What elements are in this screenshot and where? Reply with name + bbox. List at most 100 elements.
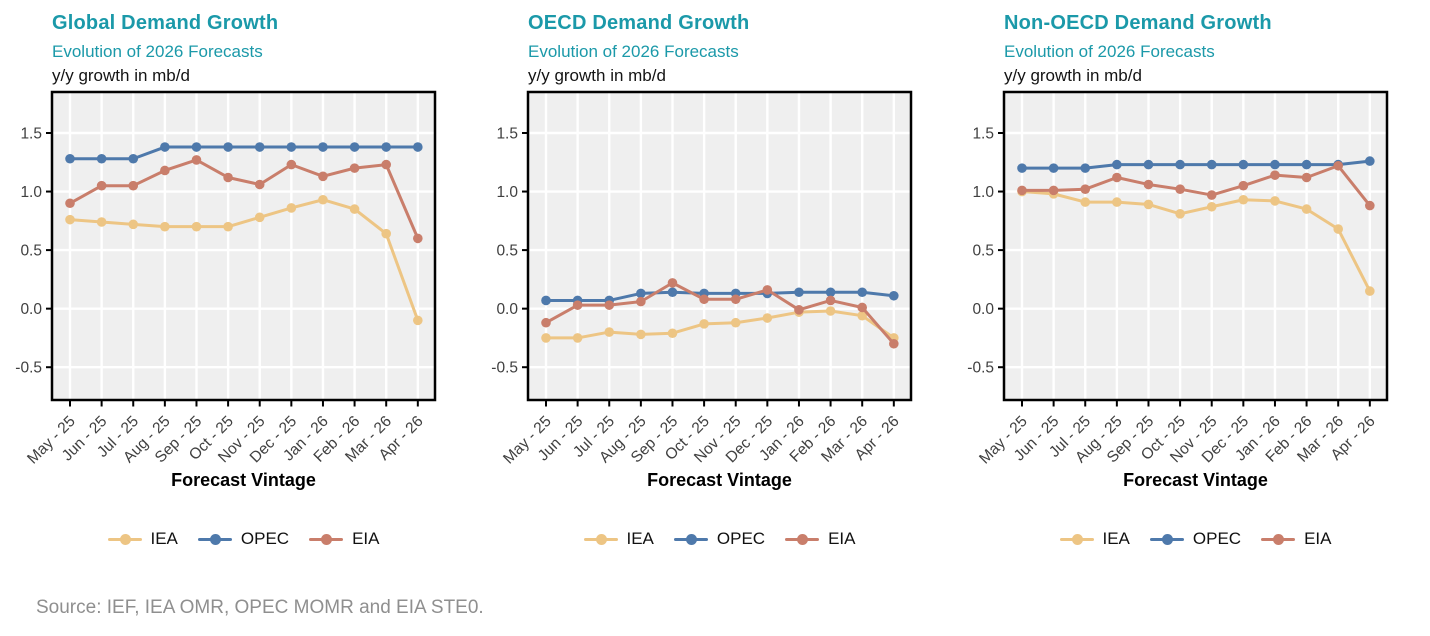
data-point-iea — [1080, 197, 1091, 207]
y-tick-label: 1.0 — [972, 184, 994, 201]
data-point-opec — [1365, 156, 1375, 166]
data-point-iea — [1112, 197, 1122, 207]
data-point-opec — [286, 142, 297, 152]
series-eia — [541, 278, 899, 349]
data-point-iea — [254, 212, 265, 223]
data-point-iea — [1175, 208, 1185, 219]
data-point-eia — [128, 180, 139, 191]
data-point-eia — [762, 285, 773, 295]
y-tick-label: -0.5 — [15, 360, 42, 377]
data-point-iea — [1365, 286, 1375, 296]
series-eia — [65, 155, 423, 244]
chart-header: OECD Demand Growth Evolution of 2026 For… — [476, 12, 952, 86]
chart-non-oecd-demand-growth: Non-OECD Demand Growth Evolution of 2026… — [952, 10, 1428, 549]
charts-row: Global Demand Growth Evolution of 2026 F… — [0, 10, 1430, 549]
data-point-iea — [730, 317, 741, 328]
data-point-eia — [889, 338, 899, 349]
data-point-eia — [381, 159, 392, 170]
data-point-opec — [191, 142, 202, 152]
data-point-eia — [636, 296, 646, 307]
legend-item-eia: EIA — [1261, 529, 1332, 549]
legend-swatch-eia-icon — [309, 533, 344, 545]
data-point-iea — [1143, 199, 1154, 210]
source-note: Source: IEF, IEA OMR, OPEC MOMR and EIA … — [36, 597, 484, 618]
data-point-eia — [1238, 180, 1249, 191]
panel-border — [1002, 90, 1389, 402]
data-point-eia — [1112, 172, 1122, 183]
data-point-opec — [636, 288, 646, 299]
legend-item-iea: IEA — [107, 529, 178, 549]
series-line-eia — [1022, 164, 1371, 207]
data-point-iea — [223, 221, 233, 232]
data-point-iea — [604, 327, 615, 337]
y-axis: -0.5 0.0 0.5 1.0 1.5 — [967, 125, 1004, 377]
data-point-opec — [857, 287, 867, 298]
legend-swatch-opec-icon — [1149, 533, 1184, 545]
data-point-eia — [1270, 170, 1280, 180]
data-point-iea — [1301, 204, 1312, 214]
data-point-opec — [794, 287, 804, 298]
panel-border — [50, 90, 437, 402]
data-point-opec — [349, 142, 360, 152]
chart-oecd-demand-growth: OECD Demand Growth Evolution of 2026 For… — [476, 10, 952, 549]
y-tick-label: 1.5 — [972, 125, 994, 142]
chart-subtitle: Evolution of 2026 Forecasts — [528, 42, 739, 61]
legend-label: EIA — [828, 529, 856, 548]
data-point-opec — [223, 142, 233, 152]
data-point-iea — [636, 329, 646, 340]
data-point-eia — [825, 295, 836, 306]
y-axis-unit-label: y/y growth in mb/d — [1004, 66, 1142, 85]
series-iea — [541, 306, 899, 343]
x-axis-title: Forecast Vintage — [647, 470, 792, 490]
data-point-opec — [667, 287, 678, 298]
y-tick-label: 0.0 — [972, 301, 994, 318]
data-point-opec — [1048, 163, 1059, 173]
data-point-eia — [1143, 179, 1154, 190]
series-opec — [541, 287, 899, 306]
data-point-opec — [541, 295, 551, 306]
series-iea — [1017, 186, 1375, 296]
data-point-eia — [541, 317, 551, 328]
data-point-opec — [96, 153, 107, 164]
data-point-opec — [1301, 159, 1312, 170]
data-point-eia — [1048, 185, 1059, 196]
data-point-iea — [1206, 201, 1217, 212]
data-point-opec — [1206, 159, 1217, 170]
y-axis-unit-label: y/y growth in mb/d — [52, 66, 190, 85]
data-point-iea — [381, 228, 392, 239]
data-point-eia — [699, 294, 709, 305]
legend-label: OPEC — [240, 529, 290, 548]
legend-swatch-iea-icon — [107, 533, 142, 545]
data-point-iea — [667, 328, 678, 339]
chart-subtitle: Evolution of 2026 Forecasts — [52, 42, 263, 61]
data-point-eia — [667, 278, 678, 288]
data-point-opec — [889, 290, 899, 301]
data-point-eia — [794, 305, 804, 315]
legend-swatch-opec-icon — [673, 533, 708, 545]
data-point-eia — [604, 300, 615, 310]
legend-label: OPEC — [716, 529, 766, 548]
data-point-eia — [286, 159, 297, 170]
legend-label: IEA — [150, 529, 178, 548]
legend-item-opec: OPEC — [1149, 529, 1242, 549]
chart-title: Non-OECD Demand Growth — [1004, 12, 1272, 34]
y-tick-label: 1.0 — [496, 184, 518, 201]
data-point-opec — [825, 287, 836, 298]
panel-background — [528, 92, 911, 400]
legend-item-iea: IEA — [1059, 529, 1130, 549]
series-line-iea — [69, 198, 420, 321]
chart-title: Global Demand Growth — [52, 12, 279, 34]
legend: IEA OPEC EIA — [52, 529, 435, 549]
y-axis-unit-label: y/y growth in mb/d — [528, 66, 666, 85]
data-point-iea — [699, 319, 709, 329]
data-point-iea — [1333, 224, 1343, 234]
panel-border — [526, 90, 913, 402]
data-point-eia — [318, 171, 328, 182]
data-point-eia — [191, 155, 202, 165]
data-point-opec — [381, 142, 392, 152]
legend-label: OPEC — [1192, 529, 1242, 548]
